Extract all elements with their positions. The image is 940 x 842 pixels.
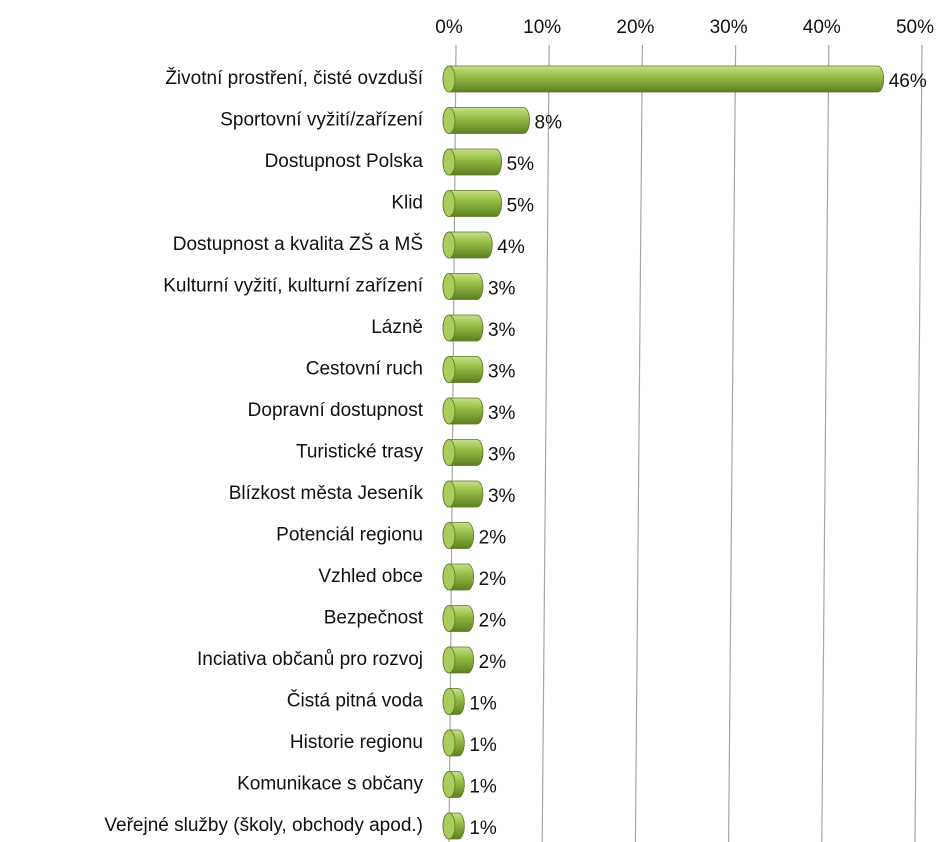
value-label: 8% xyxy=(535,113,563,134)
y-tick-label: Vzhled obce xyxy=(318,566,423,587)
value-label: 2% xyxy=(479,569,507,590)
x-tick-label: 10% xyxy=(523,17,561,38)
y-tick-label: Dostupnost a kvalita ZŠ a MŠ xyxy=(173,233,423,255)
value-label: 2% xyxy=(479,528,507,549)
x-tick-label: 50% xyxy=(896,17,934,38)
bar-end xyxy=(442,107,456,134)
value-label: 46% xyxy=(889,71,927,92)
y-tick-label: Blízkost města Jeseník xyxy=(229,483,424,504)
value-label: 1% xyxy=(469,818,497,839)
bar-end xyxy=(442,480,456,508)
bar-end xyxy=(442,190,456,217)
bar-end xyxy=(442,771,456,798)
y-tick-label: Kulturní vyžití, kulturní zařízení xyxy=(163,276,423,297)
bar-end xyxy=(442,688,456,715)
bar-end xyxy=(442,314,456,342)
y-tick-label: Životní prostření, čisté ovzduší xyxy=(165,67,423,89)
bar-end xyxy=(442,439,456,466)
y-tick-label: Historie regionu xyxy=(290,732,423,753)
value-label: 3% xyxy=(488,445,516,466)
y-tick-label: Cestovní ruch xyxy=(306,359,423,380)
bar-end xyxy=(442,605,456,632)
x-tick-label: 20% xyxy=(616,17,654,38)
value-label: 1% xyxy=(469,777,497,798)
y-tick-label: Veřejné služby (školy, obchody apod.) xyxy=(104,815,423,836)
grid-line xyxy=(541,44,550,842)
value-label: 2% xyxy=(479,652,507,673)
value-label: 3% xyxy=(488,362,516,383)
value-label: 1% xyxy=(469,735,497,756)
y-tick-label: Potenciál regionu xyxy=(276,525,423,546)
x-tick-label: 0% xyxy=(435,17,463,38)
bar-end xyxy=(442,522,456,549)
bar-end xyxy=(442,812,456,840)
y-tick-label: Bezpečnost xyxy=(324,608,424,629)
bar-end xyxy=(442,729,456,757)
grid-line xyxy=(634,44,644,842)
bar-end xyxy=(442,65,456,93)
bar-end xyxy=(442,356,456,383)
value-label: 1% xyxy=(469,694,497,715)
bar-end xyxy=(442,563,456,591)
y-tick-label: Dopravní dostupnost xyxy=(248,400,424,421)
grid-line xyxy=(914,44,923,842)
bar-end xyxy=(442,231,456,259)
bar-end xyxy=(442,646,456,674)
bar-end xyxy=(442,397,456,425)
y-tick-label: Klid xyxy=(391,193,423,214)
value-label: 5% xyxy=(507,154,535,175)
y-tick-label: Sportovní vyžití/zařízení xyxy=(220,110,423,131)
grid-line xyxy=(821,44,830,842)
value-label: 5% xyxy=(507,196,535,217)
bar-end xyxy=(442,148,456,176)
x-tick-label: 40% xyxy=(803,17,841,38)
x-tick-label: 30% xyxy=(710,17,748,38)
y-tick-label: Inciativa občanů pro rozvoj xyxy=(197,649,423,670)
value-label: 3% xyxy=(488,486,516,507)
y-tick-label: Čistá pitná voda xyxy=(287,690,424,712)
y-tick-label: Lázně xyxy=(371,317,423,338)
value-label: 2% xyxy=(479,611,507,632)
value-label: 4% xyxy=(497,237,525,258)
y-tick-label: Turistické trasy xyxy=(296,442,424,463)
y-tick-label: Komunikace s občany xyxy=(237,774,423,795)
bar xyxy=(442,65,885,93)
value-label: 3% xyxy=(488,279,516,300)
grid-line xyxy=(727,44,737,842)
y-tick-label: Dostupnost Polska xyxy=(265,151,424,172)
value-label: 3% xyxy=(488,320,516,341)
bar xyxy=(442,107,530,134)
value-label: 3% xyxy=(488,403,516,424)
bar-end xyxy=(442,273,456,300)
